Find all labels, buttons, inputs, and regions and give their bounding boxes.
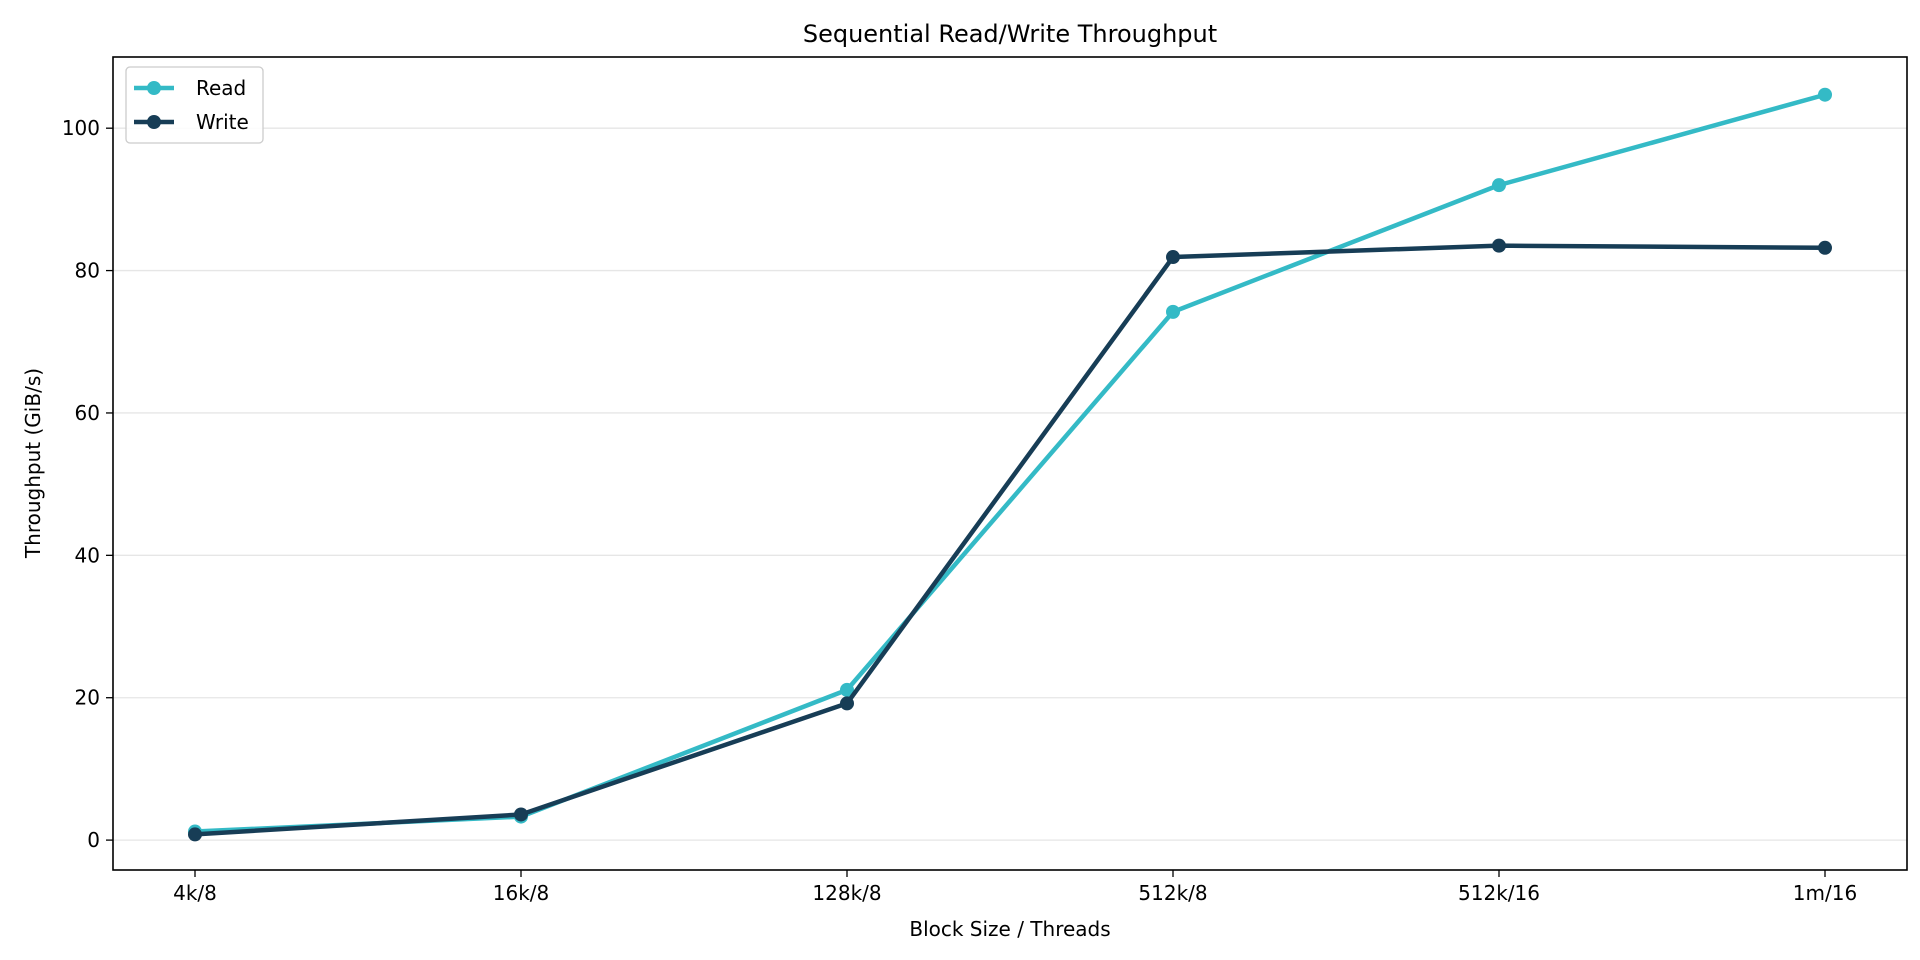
y-tick-label: 100	[62, 116, 100, 140]
legend-swatch-marker	[147, 81, 161, 95]
x-axis-ticks: 4k/8 16k/8 128k/8 512k/8 512k/16 1m/16	[173, 870, 1857, 905]
x-tick-label: 1m/16	[1793, 881, 1857, 905]
x-tick-label: 128k/8	[812, 881, 881, 905]
y-axis-title: Throughput (GiB/s)	[21, 368, 45, 559]
read-point	[1166, 304, 1180, 319]
write-line	[192, 243, 1828, 837]
plot-frame	[112, 56, 1908, 871]
series-layer	[188, 87, 1832, 842]
gridlines	[113, 127, 1907, 841]
y-tick-label: 20	[75, 686, 100, 710]
read-line	[192, 92, 1828, 834]
legend: Read Write	[125, 66, 264, 144]
legend-label: Write	[196, 110, 249, 134]
write-point	[1166, 250, 1180, 265]
legend-swatch-marker	[147, 115, 161, 129]
legend-item-write: Write	[134, 110, 249, 134]
write-point	[1818, 240, 1832, 255]
series-read	[188, 87, 1832, 839]
x-axis-title: Block Size / Threads	[909, 917, 1110, 941]
legend-label: Read	[196, 76, 246, 100]
read-point	[1818, 87, 1832, 102]
y-axis-ticks: 0 20 40 60 80 100	[62, 116, 113, 852]
write-point	[514, 807, 528, 822]
write-point	[840, 696, 854, 711]
read-point	[1492, 178, 1506, 193]
x-tick-label: 512k/8	[1138, 881, 1207, 905]
x-tick-label: 4k/8	[173, 881, 217, 905]
read-point	[840, 682, 854, 697]
y-tick-label: 60	[75, 401, 100, 425]
write-point	[188, 827, 202, 842]
x-tick-label: 16k/8	[493, 881, 550, 905]
series-write	[188, 238, 1832, 842]
y-tick-label: 40	[75, 543, 100, 567]
y-tick-label: 80	[75, 259, 100, 283]
legend-item-read: Read	[134, 76, 246, 100]
x-tick-label: 512k/16	[1458, 881, 1540, 905]
write-point	[1492, 238, 1506, 253]
y-tick-label: 0	[87, 828, 100, 852]
chart-title: Sequential Read/Write Throughput	[803, 20, 1217, 48]
